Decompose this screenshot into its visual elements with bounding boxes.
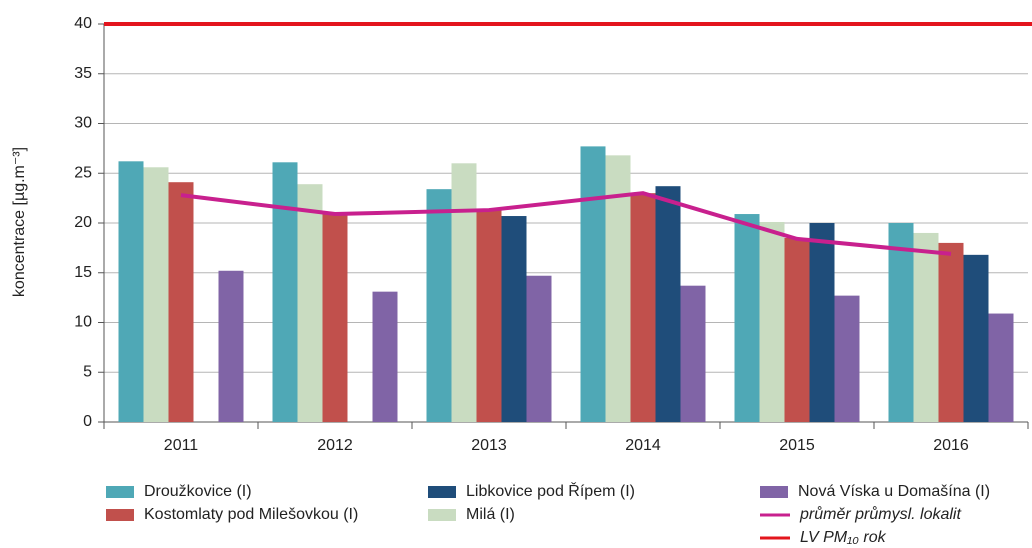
bar (426, 189, 452, 422)
bar (938, 242, 964, 422)
bar (913, 232, 939, 422)
bar (451, 163, 477, 423)
y-tick-label: 15 (74, 264, 92, 281)
x-tick-label: 2012 (317, 437, 353, 454)
bar (526, 275, 552, 422)
legend-label: průměr průmysl. lokalit (799, 505, 961, 523)
bar (888, 223, 914, 422)
bar (322, 213, 348, 422)
y-tick-label: 35 (74, 65, 92, 82)
x-tick-label: 2013 (471, 437, 507, 454)
bar (655, 186, 681, 422)
x-tick-label: 2016 (933, 437, 969, 454)
bar (680, 285, 706, 422)
bar (476, 209, 502, 422)
bar (272, 162, 298, 422)
bar (963, 254, 989, 422)
legend-swatch (428, 509, 456, 521)
y-tick-label: 40 (74, 15, 92, 32)
bar (372, 291, 398, 422)
bar (168, 182, 194, 422)
legend-label: LV PM₁₀ rok (800, 529, 887, 546)
y-axis-label: koncentrace [µg.m⁻³] (11, 147, 28, 297)
bar (734, 214, 760, 422)
bar (809, 223, 835, 422)
x-tick-label: 2011 (164, 437, 199, 454)
bar (605, 155, 631, 422)
bar (218, 270, 244, 422)
y-tick-label: 30 (74, 115, 92, 132)
legend-label: Milá (I) (466, 506, 515, 523)
bar (759, 222, 785, 422)
y-tick-label: 25 (74, 164, 92, 181)
bar (143, 167, 169, 422)
bar (784, 237, 810, 422)
bar (118, 161, 144, 422)
legend-swatch (760, 486, 788, 498)
y-tick-label: 10 (74, 314, 92, 331)
x-tick-label: 2015 (779, 437, 815, 454)
bar (988, 313, 1014, 422)
bar (297, 184, 323, 422)
y-tick-label: 20 (74, 214, 92, 231)
legend-label: Nová Víska u Domašína (I) (798, 483, 990, 500)
legend-label: Kostomlaty pod Milešovkou (I) (144, 506, 358, 523)
bar (630, 193, 656, 422)
y-tick-label: 0 (83, 413, 92, 430)
bar (580, 146, 606, 422)
line (180, 191, 952, 256)
x-tick-label: 2014 (625, 437, 661, 454)
legend-swatch (106, 486, 134, 498)
bar (501, 216, 527, 422)
y-tick-label: 5 (83, 363, 92, 380)
legend-swatch (106, 509, 134, 521)
bar (834, 295, 860, 422)
legend-label: Libkovice pod Řípem (I) (466, 481, 635, 500)
legend-swatch (428, 486, 456, 498)
legend-label: Droužkovice (I) (144, 483, 252, 500)
